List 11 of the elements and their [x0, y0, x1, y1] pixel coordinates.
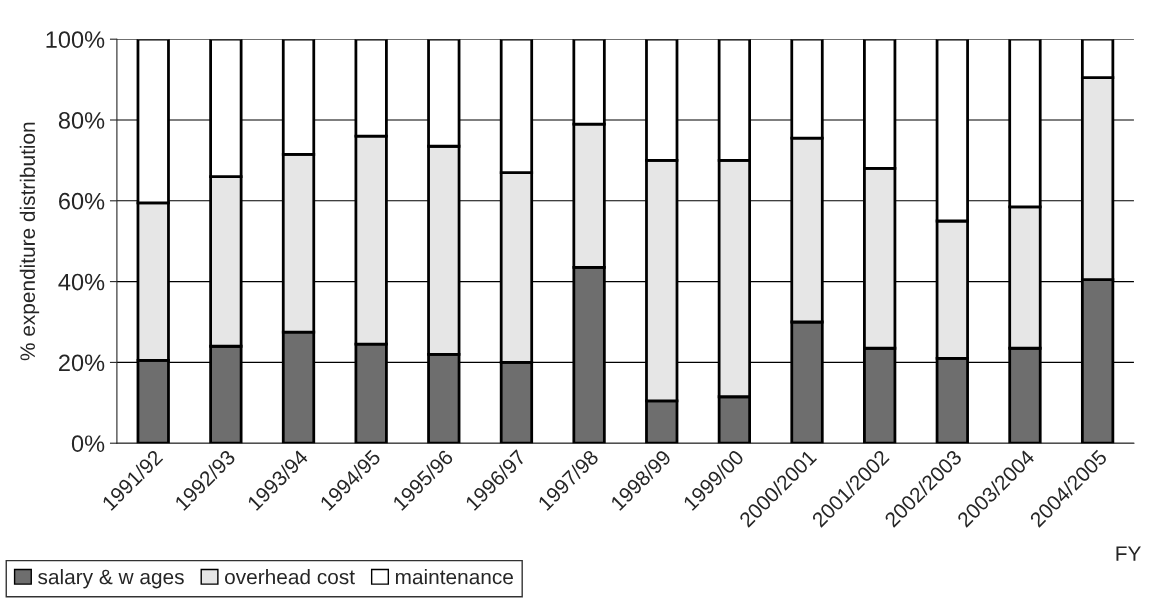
legend-label: maintenance — [395, 569, 513, 585]
legend-label: overhead cost — [225, 569, 355, 585]
y-tick-label: 0% — [71, 435, 105, 452]
legend-label: salary & w ages — [38, 569, 184, 589]
x-axis-title: FY — [1116, 546, 1141, 561]
y-tick-label: 60% — [59, 192, 105, 210]
y-tick-label: 20% — [59, 354, 105, 372]
y-axis-title: % expenditure distribution — [19, 122, 40, 361]
y-tick-label: 80% — [58, 112, 105, 129]
y-tick-label: 100% — [46, 31, 105, 48]
y-tick-label: 40% — [58, 273, 105, 291]
